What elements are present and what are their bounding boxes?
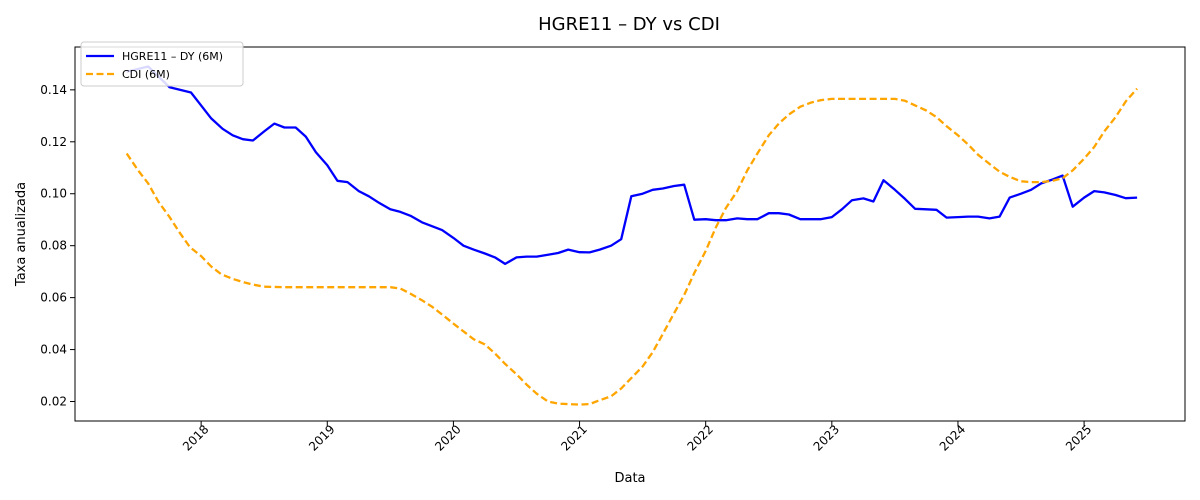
series-layer (125, 65, 1138, 406)
x-tick-label: 2019 (306, 422, 337, 453)
x-axis: 2018 2019 2020 2021 2022 2023 2024 2025 (180, 421, 1094, 454)
x-tick-label: 2024 (937, 422, 968, 453)
y-tick-label: 0.12 (40, 135, 67, 149)
chart-title: HGRE11 – DY vs CDI (538, 14, 720, 35)
y-axis: 0.02 0.04 0.06 0.08 0.10 0.12 0.14 (40, 83, 75, 409)
x-axis-label: Data (614, 471, 645, 486)
y-axis-label: Taxa anualizada (14, 182, 29, 287)
x-tick-label: 2018 (180, 422, 211, 453)
y-tick-label: 0.04 (40, 343, 67, 357)
series-line-hgre11-dy (126, 65, 1138, 266)
x-tick-label: 2021 (558, 422, 589, 453)
x-tick-label: 2025 (1063, 422, 1094, 453)
y-tick-label: 0.14 (40, 83, 67, 97)
x-tick-label: 2020 (432, 422, 463, 453)
y-tick-label: 0.06 (40, 291, 67, 305)
legend-entry: HGRE11 – DY (6M) (122, 50, 223, 63)
legend: HGRE11 – DY (6M) CDI (6M) (80, 41, 244, 87)
plot-area (74, 46, 1186, 422)
y-tick-label: 0.02 (40, 395, 67, 409)
legend-entry: CDI (6M) (122, 68, 170, 81)
x-tick-label: 2023 (811, 422, 842, 453)
y-tick-label: 0.10 (40, 187, 67, 201)
series-line-cdi (125, 87, 1138, 406)
x-tick-label: 2022 (685, 422, 716, 453)
y-tick-label: 0.08 (40, 239, 67, 253)
legend-box (80, 41, 244, 87)
